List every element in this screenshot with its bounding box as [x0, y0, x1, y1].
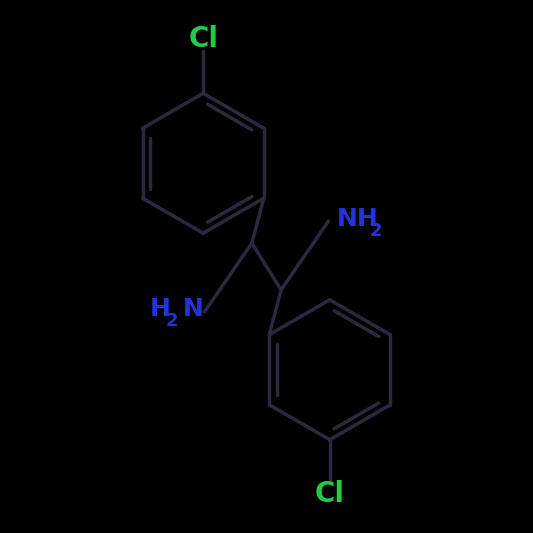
Text: Cl: Cl	[315, 480, 345, 508]
Text: 2: 2	[166, 312, 179, 330]
Text: H: H	[150, 297, 171, 321]
Text: N: N	[183, 297, 204, 321]
Text: Cl: Cl	[188, 25, 218, 53]
Text: 2: 2	[370, 222, 382, 239]
Text: NH: NH	[336, 206, 378, 231]
